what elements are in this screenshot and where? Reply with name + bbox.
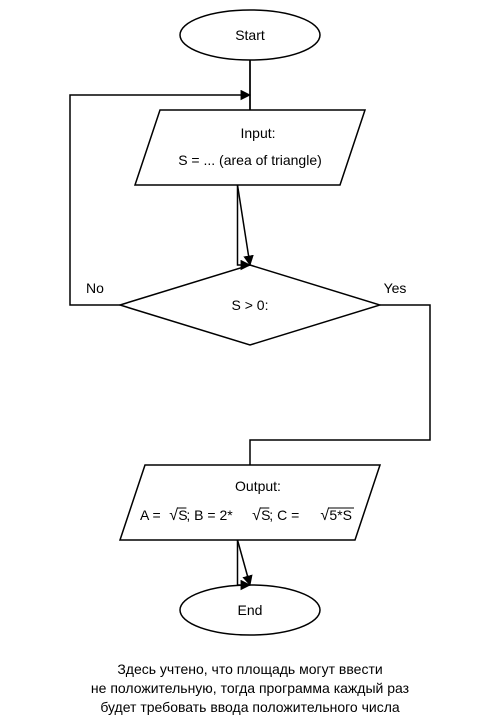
svg-text:End: End [238,602,263,618]
svg-text:√: √ [252,507,261,524]
svg-text:Yes: Yes [384,280,407,296]
svg-text:No: No [86,280,104,296]
svg-text:Start: Start [235,27,265,43]
footer-caption: Здесь учтено, что площадь могут ввестине… [0,660,500,717]
svg-text:S > 0:: S > 0: [232,297,269,313]
svg-text:√: √ [169,507,178,524]
svg-text:; C =: ; C = [269,507,299,523]
svg-text:Input:: Input: [240,125,275,141]
svg-text:; B = 2*: ; B = 2* [186,507,233,523]
svg-text:Output:: Output: [235,478,281,494]
svg-text:A =: A = [140,507,161,523]
svg-text:5*S: 5*S [329,507,352,523]
flowchart-canvas: Start Input: S = ... (area of triangle) S >… [0,0,500,728]
flowchart-svg: Start Input: S = ... (area of triangle) S >… [0,0,500,728]
svg-text:S = ... (area of triangle): S = ... (area of triangle) [178,152,322,168]
svg-text:√: √ [320,507,329,524]
